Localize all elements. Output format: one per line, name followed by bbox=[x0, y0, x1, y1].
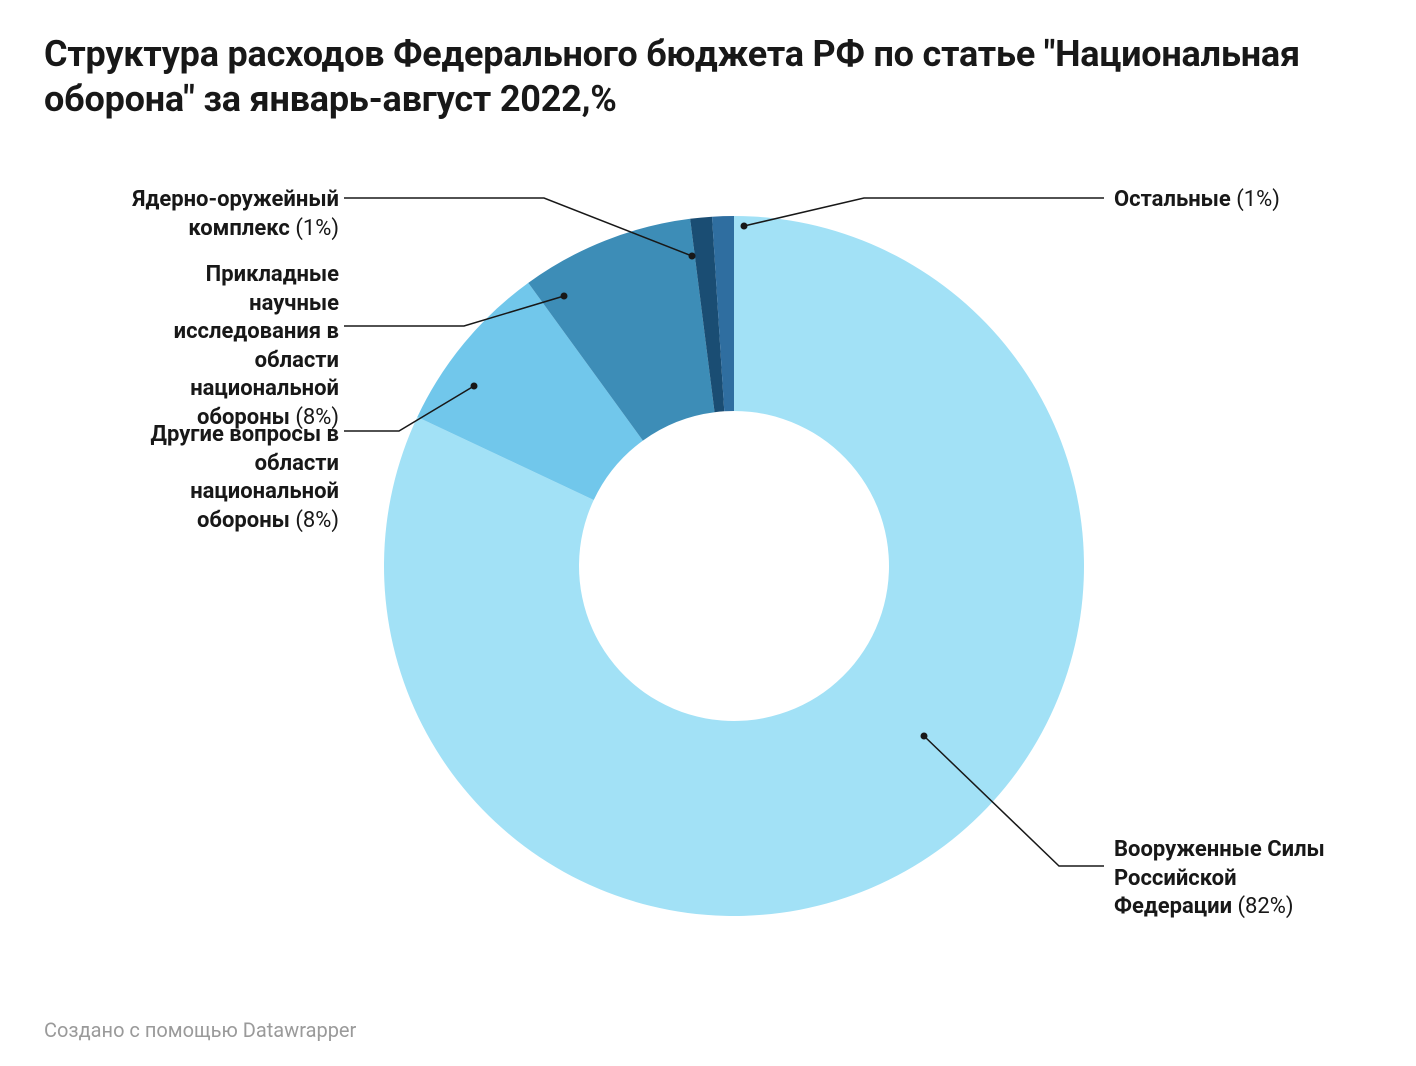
label-name: Прикладные bbox=[206, 262, 339, 287]
chart-area: Ядерно-оружейный комплекс (1%) Прикладны… bbox=[44, 146, 1372, 986]
label-other-defense: Другие вопросы в области национальной об… bbox=[84, 421, 339, 535]
label-name: национальной bbox=[190, 479, 339, 504]
leader-dot-other_defense bbox=[471, 383, 478, 390]
chart-title: Структура расходов Федерального бюджета … bbox=[44, 32, 1372, 122]
leader-dot-armed_forces bbox=[921, 733, 928, 740]
label-name: национальной bbox=[190, 376, 339, 401]
label-name: Российской bbox=[1114, 866, 1237, 891]
leader-dot-rest bbox=[741, 223, 748, 230]
leader-dot-nuclear bbox=[689, 253, 696, 260]
label-rest: Остальные (1%) bbox=[1114, 186, 1414, 215]
label-pct: (1%) bbox=[290, 216, 339, 241]
label-name: Другие вопросы в bbox=[151, 422, 339, 447]
label-applied-rnd: Прикладные научные исследования в област… bbox=[84, 261, 339, 433]
label-name: научные bbox=[249, 291, 339, 316]
label-pct: (8%) bbox=[290, 508, 339, 533]
label-name: области bbox=[255, 451, 339, 476]
label-name: области bbox=[255, 348, 339, 373]
label-name: обороны bbox=[197, 508, 290, 533]
leader-line-rest bbox=[744, 198, 1104, 226]
label-pct: (1%) bbox=[1231, 187, 1280, 212]
label-name: Ядерно-оружейный bbox=[132, 187, 339, 212]
page: Структура расходов Федерального бюджета … bbox=[0, 0, 1416, 1066]
label-name: Федерации bbox=[1114, 894, 1232, 919]
leader-dot-applied_rnd bbox=[561, 293, 568, 300]
label-pct: (82%) bbox=[1232, 894, 1294, 919]
credit-line: Создано с помощью Datawrapper bbox=[44, 1018, 356, 1042]
label-name: исследования в bbox=[174, 319, 339, 344]
label-name: комплекс bbox=[188, 216, 290, 241]
label-name: Остальные bbox=[1114, 187, 1231, 212]
label-name: Вооруженные Силы bbox=[1114, 837, 1325, 862]
label-nuclear: Ядерно-оружейный комплекс (1%) bbox=[84, 186, 339, 243]
label-armed-forces: Вооруженные Силы Российской Федерации (8… bbox=[1114, 836, 1414, 922]
